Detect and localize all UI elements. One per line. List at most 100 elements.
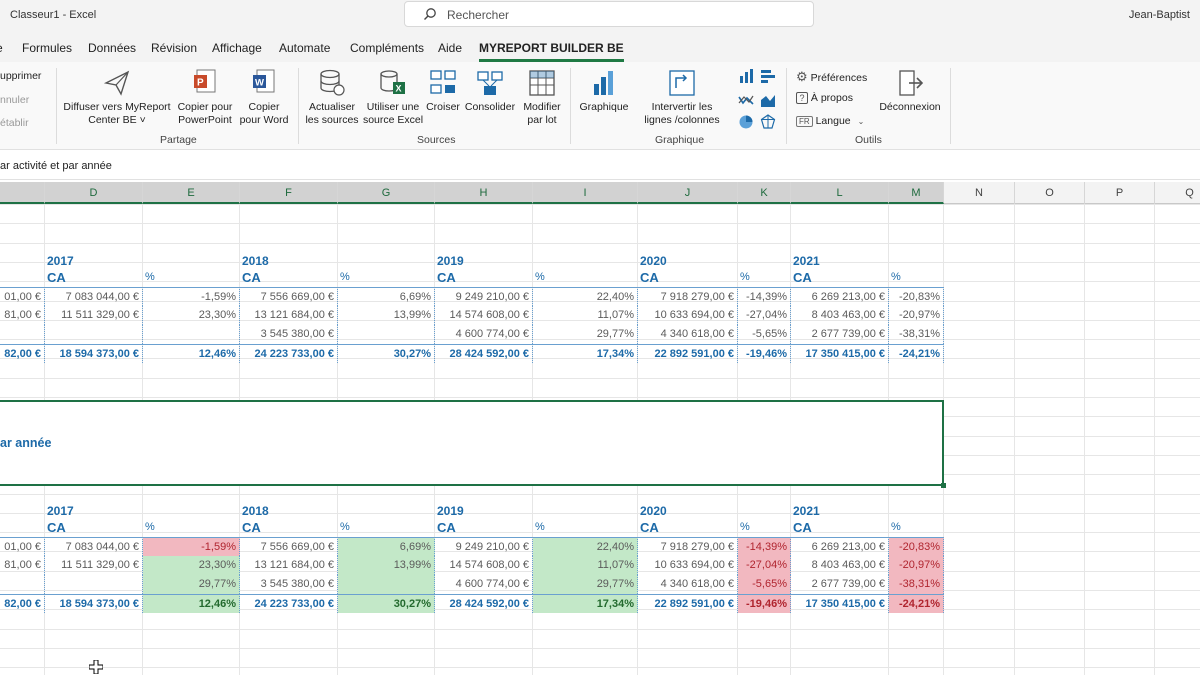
graphique-button[interactable]: Graphique (576, 68, 632, 114)
consolider-button[interactable]: Consolider (462, 68, 518, 114)
table1-year-header[interactable]: 2018 (242, 254, 269, 268)
column-header-m[interactable]: M (889, 182, 944, 204)
table2-total-cell[interactable]: 24 223 733,00 € (240, 594, 338, 613)
table2-data-cell[interactable]: 6 269 213,00 € (791, 537, 889, 556)
table2-data-cell[interactable]: 13 121 684,00 € (240, 556, 338, 575)
column-chart-icon[interactable] (738, 68, 754, 84)
table2-ca-header[interactable]: CA (640, 520, 659, 535)
table1-ca-header[interactable]: CA (640, 270, 659, 285)
table2-total-cell[interactable]: 17,34% (533, 594, 638, 613)
tab-automate[interactable]: Automate (279, 41, 331, 55)
column-header-n[interactable]: N (944, 182, 1015, 204)
utiliser-source-excel-button[interactable]: X Utiliser une source Excel (362, 68, 424, 127)
table1-data-cell[interactable]: 2 677 739,00 € (791, 325, 889, 344)
table1-data-cell[interactable]: 7 918 279,00 € (638, 287, 738, 306)
table2-data-cell[interactable]: -1,59% (143, 537, 240, 556)
table2-total-cell[interactable]: -19,46% (738, 594, 791, 613)
column-header-p[interactable]: P (1085, 182, 1155, 204)
intervertir-button[interactable]: Intervertir les lignes /colonnes (640, 68, 724, 127)
table1-total-cell[interactable]: 30,27% (338, 344, 435, 363)
table1-data-cell[interactable] (143, 325, 240, 344)
table1-data-cell[interactable]: 7 083 044,00 € (45, 287, 143, 306)
tab-aide[interactable]: Aide (438, 41, 463, 55)
table1-data-cell[interactable]: 13 121 684,00 € (240, 306, 338, 325)
table2-data-cell[interactable]: -20,83% (889, 537, 944, 556)
diffuser-button[interactable]: Diffuser vers MyReport Center BE ˅ (62, 68, 172, 127)
table2-year-header[interactable]: 2021 (793, 504, 820, 518)
table1-data-cell[interactable]: 11 511 329,00 € (45, 306, 143, 325)
table1-pct-header[interactable]: % (891, 271, 901, 283)
tab-affichage[interactable]: Affichage (212, 41, 262, 55)
tab-donnees[interactable]: Données (88, 41, 137, 55)
table2-total-cell[interactable]: 82,00 € (0, 594, 45, 613)
modifier-par-lot-button[interactable]: Modifier par lot (518, 68, 566, 127)
table1-data-cell[interactable] (0, 325, 45, 344)
table1-data-cell[interactable]: 6,69% (338, 287, 435, 306)
retablir-button[interactable]: établir (0, 117, 29, 129)
table2-data-cell[interactable]: 4 340 618,00 € (638, 575, 738, 594)
table1-total-cell[interactable]: 12,46% (143, 344, 240, 363)
table2-pct-header[interactable]: % (535, 521, 545, 533)
table2-ca-header[interactable]: CA (47, 520, 66, 535)
table2-pct-header[interactable]: % (740, 521, 750, 533)
table2-pct-header[interactable]: % (891, 521, 901, 533)
table2-total-cell[interactable]: 22 892 591,00 € (638, 594, 738, 613)
column-header-h[interactable]: H (435, 182, 533, 204)
croiser-button[interactable]: Croiser (424, 68, 462, 114)
column-header-j[interactable]: J (638, 182, 738, 204)
table2-total-cell[interactable]: -24,21% (889, 594, 944, 613)
table2-total-cell[interactable]: 12,46% (143, 594, 240, 613)
tab-myreport-builder[interactable]: MYREPORT BUILDER BE (479, 41, 624, 62)
table2-data-cell[interactable]: 7 918 279,00 € (638, 537, 738, 556)
fill-handle[interactable] (941, 483, 946, 488)
table1-pct-header[interactable]: % (535, 271, 545, 283)
table2-ca-header[interactable]: CA (793, 520, 812, 535)
table1-total-cell[interactable]: -24,21% (889, 344, 944, 363)
table1-data-cell[interactable]: 8 403 463,00 € (791, 306, 889, 325)
table2-data-cell[interactable]: 13,99% (338, 556, 435, 575)
table1-total-cell[interactable]: 17 350 415,00 € (791, 344, 889, 363)
copy-powerpoint-button[interactable]: P Copier pour PowerPoint (174, 68, 236, 127)
table1-data-cell[interactable]: 13,99% (338, 306, 435, 325)
table1-total-cell[interactable]: 22 892 591,00 € (638, 344, 738, 363)
table2-data-cell[interactable]: -5,65% (738, 575, 791, 594)
table2-data-cell[interactable]: 29,77% (143, 575, 240, 594)
table2-year-header[interactable]: 2020 (640, 504, 667, 518)
worksheet-grid[interactable]: ar année 2017 CA% 2018 CA% 2019 CA% 2020 CA% 202… (0, 204, 1200, 675)
table1-pct-header[interactable]: % (740, 271, 750, 283)
table2-data-cell[interactable]: -38,31% (889, 575, 944, 594)
line-chart-icon[interactable] (738, 92, 754, 108)
table2-year-header[interactable]: 2017 (47, 504, 74, 518)
table2-data-cell[interactable]: 81,00 € (0, 556, 45, 575)
table2-data-cell[interactable]: 7 083 044,00 € (45, 537, 143, 556)
tab-formules[interactable]: Formules (22, 41, 73, 55)
formula-bar[interactable]: ar activité et par année (0, 152, 1200, 180)
table1-year-header[interactable]: 2019 (437, 254, 464, 268)
table2-data-cell[interactable]: 10 633 694,00 € (638, 556, 738, 575)
table1-pct-header[interactable]: % (145, 271, 155, 283)
table1-total-cell[interactable]: 24 223 733,00 € (240, 344, 338, 363)
horizontal-bar-chart-icon[interactable] (760, 68, 776, 84)
table1-total-cell[interactable]: 82,00 € (0, 344, 45, 363)
area-chart-icon[interactable] (760, 92, 776, 108)
table2-data-cell[interactable]: 01,00 € (0, 537, 45, 556)
table2-total-cell[interactable]: 30,27% (338, 594, 435, 613)
table2-data-cell[interactable]: 9 249 210,00 € (435, 537, 533, 556)
actualiser-button[interactable]: Actualiser les sources (302, 68, 362, 127)
selected-title-cell[interactable]: ar année (0, 400, 946, 488)
table1-data-cell[interactable]: -20,97% (889, 306, 944, 325)
table2-year-header[interactable]: 2018 (242, 504, 269, 518)
table1-data-cell[interactable] (45, 325, 143, 344)
preferences-button[interactable]: ⚙ Préférences (796, 69, 867, 85)
table1-data-cell[interactable]: 7 556 669,00 € (240, 287, 338, 306)
table1-data-cell[interactable]: 9 249 210,00 € (435, 287, 533, 306)
table1-total-cell[interactable]: 28 424 592,00 € (435, 344, 533, 363)
table1-data-cell[interactable]: -27,04% (738, 306, 791, 325)
column-header-q[interactable]: Q (1155, 182, 1200, 204)
column-header-o[interactable]: O (1015, 182, 1085, 204)
table2-data-cell[interactable]: 6,69% (338, 537, 435, 556)
table1-data-cell[interactable]: 6 269 213,00 € (791, 287, 889, 306)
table1-total-cell[interactable]: 18 594 373,00 € (45, 344, 143, 363)
deconnexion-button[interactable]: Déconnexion (874, 68, 946, 114)
langue-button[interactable]: FR Langue ⌄ (796, 115, 864, 127)
